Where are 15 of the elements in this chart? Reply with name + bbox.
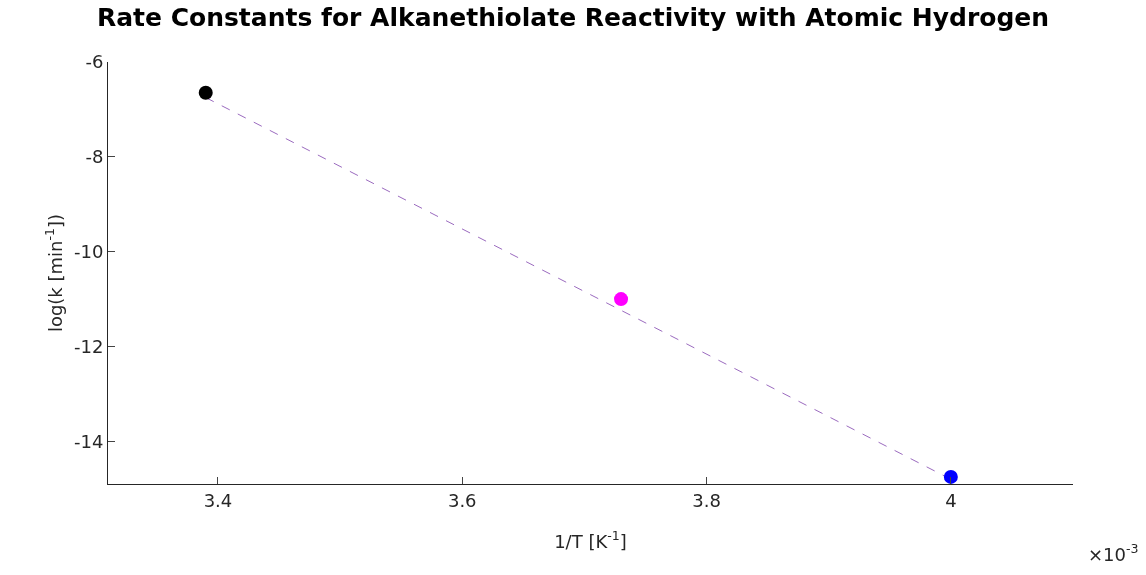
y-tick-label: -14	[73, 430, 104, 452]
x-axis-title: 1/T [K$^{-1}$]	[554, 528, 627, 552]
text: ×10$^{-3}$	[1088, 541, 1139, 565]
x-tick-label: 3.4	[203, 489, 233, 511]
point	[614, 292, 629, 307]
y-tick-label: -12	[73, 335, 104, 357]
y-tick-label: -8	[85, 146, 104, 168]
chart-title: Rate Constants for Alkanethiolate Reactivity with Atomic Hydrogen	[96, 3, 1050, 33]
x-tick-label: 4	[945, 489, 957, 511]
point	[198, 85, 213, 100]
point	[943, 469, 958, 484]
x-tick-label: 3.6	[447, 489, 477, 511]
x-tick-label: 3.8	[692, 489, 721, 511]
y-tick-label: -10	[73, 240, 104, 262]
y-tick-label: -6	[85, 51, 104, 73]
